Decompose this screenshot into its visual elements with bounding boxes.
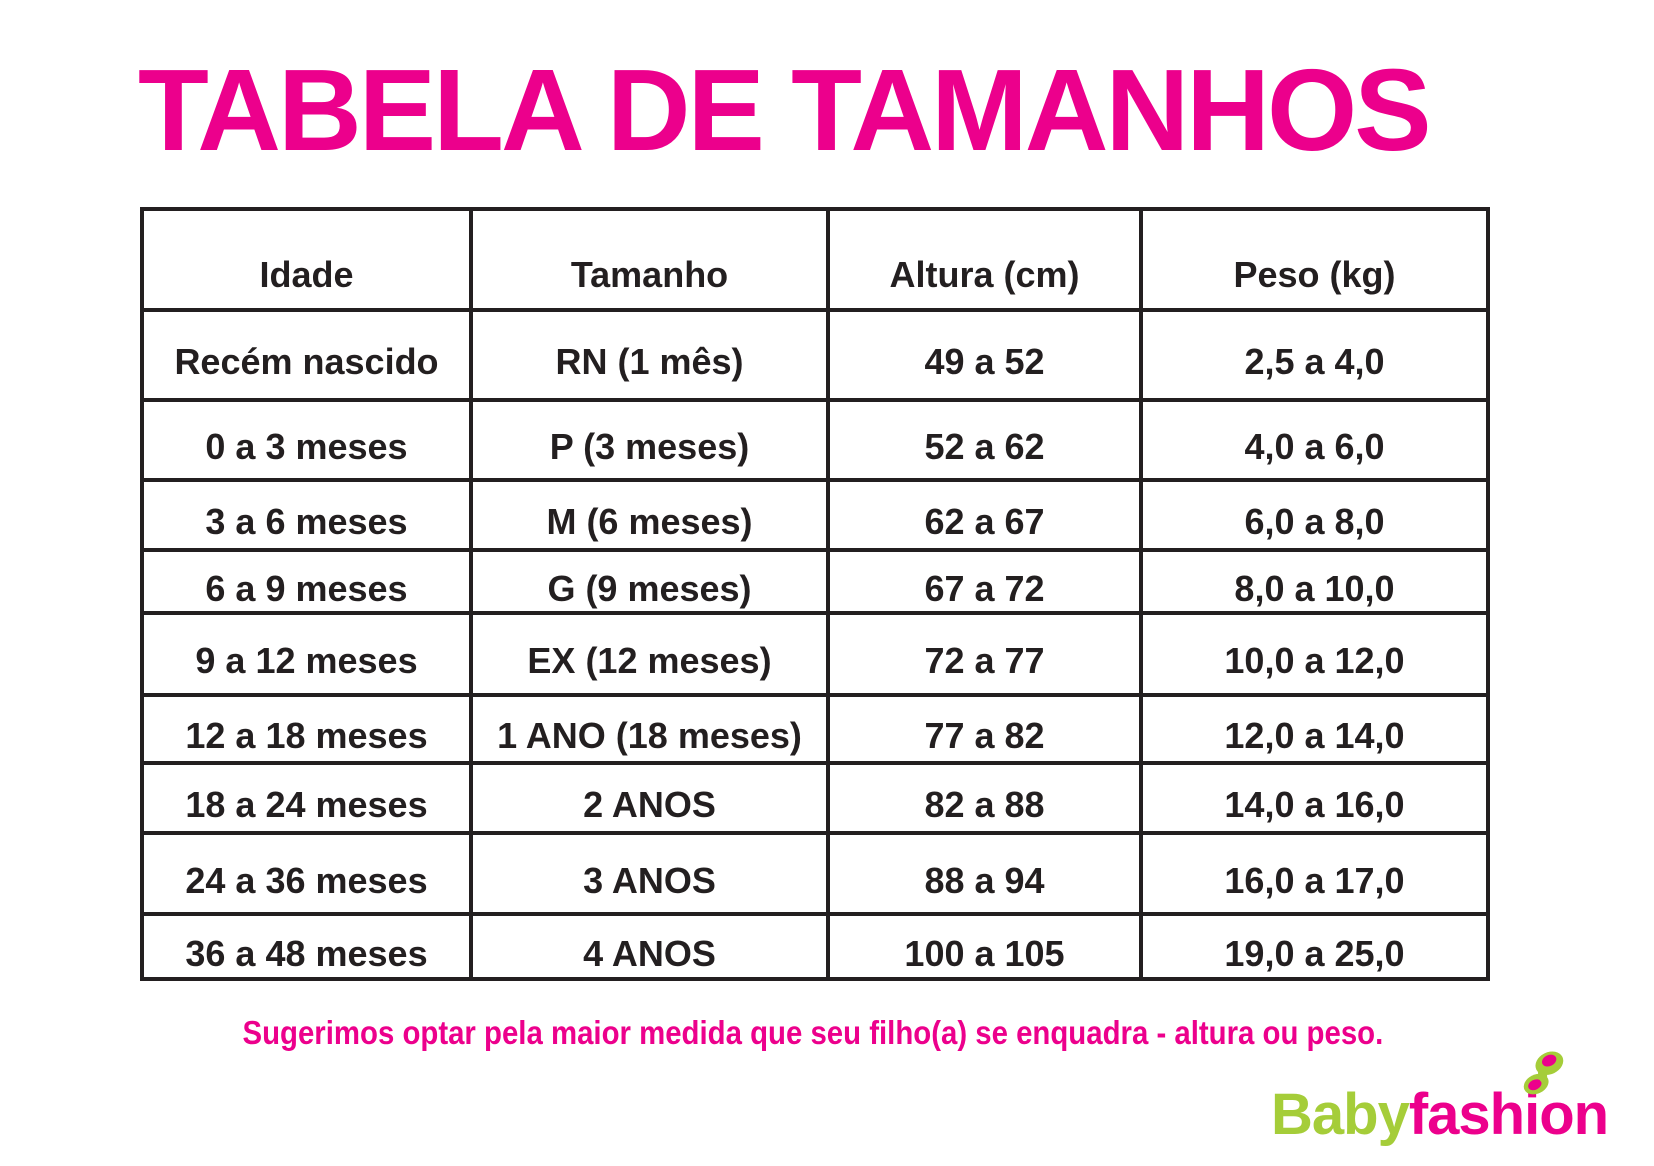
table-cell: 24 a 36 meses: [140, 831, 473, 916]
cell-text: 6 a 9 meses: [205, 567, 408, 609]
column-header-peso: Peso (kg): [1139, 207, 1490, 312]
header-text: Idade: [259, 253, 354, 295]
table-row: 0 a 3 meses P (3 meses) 52 a 62 4,0 a 6,…: [140, 398, 1490, 482]
cell-text: 4,0 a 6,0: [1244, 426, 1385, 467]
size-table: Idade Tamanho Altura (cm) Peso (kg) Recé…: [140, 207, 1490, 981]
cell-text: 8,0 a 10,0: [1234, 567, 1395, 609]
table-cell: 3 a 6 meses: [140, 478, 473, 552]
table-row: 6 a 9 meses G (9 meses) 67 a 72 8,0 a 10…: [140, 548, 1490, 615]
table-cell: 88 a 94: [826, 831, 1143, 916]
cell-text: 19,0 a 25,0: [1224, 932, 1405, 974]
header-row: Idade Tamanho Altura (cm) Peso (kg): [140, 207, 1490, 312]
table-row: 12 a 18 meses 1 ANO (18 meses) 77 a 82 1…: [140, 693, 1490, 765]
table-cell: 6 a 9 meses: [140, 548, 473, 615]
table-cell: 62 a 67: [826, 478, 1143, 552]
cell-text: 62 a 67: [924, 501, 1045, 542]
cell-text: Recém nascido: [174, 341, 439, 382]
table-cell: 2,5 a 4,0: [1139, 308, 1490, 402]
footer-note: Sugerimos optar pela maior medida que se…: [140, 1013, 1486, 1053]
cell-text: 0 a 3 meses: [205, 426, 408, 467]
cell-text: 6,0 a 8,0: [1244, 501, 1385, 542]
page-title: TABELA DE TAMANHOS: [138, 45, 1432, 175]
table-cell: 8,0 a 10,0: [1139, 548, 1490, 615]
column-header-altura: Altura (cm): [826, 207, 1143, 312]
column-header-tamanho: Tamanho: [469, 207, 830, 312]
header-text: Tamanho: [570, 253, 729, 295]
cell-text: 10,0 a 12,0: [1224, 640, 1405, 681]
table-row: 18 a 24 meses 2 ANOS 82 a 88 14,0 a 16,0: [140, 761, 1490, 835]
butterfly-icon: [1523, 1051, 1564, 1095]
table-row: 24 a 36 meses 3 ANOS 88 a 94 16,0 a 17,0: [140, 831, 1490, 916]
table-cell: 36 a 48 meses: [140, 912, 473, 981]
cell-text: 82 a 88: [924, 784, 1045, 825]
table-cell: EX (12 meses): [469, 611, 830, 697]
logo-word-fashion: fashion: [1408, 1082, 1609, 1147]
table-row: 9 a 12 meses EX (12 meses) 72 a 77 10,0 …: [140, 611, 1490, 697]
table-cell: 12 a 18 meses: [140, 693, 473, 765]
table-cell: 4,0 a 6,0: [1139, 398, 1490, 482]
table-row: 3 a 6 meses M (6 meses) 62 a 67 6,0 a 8,…: [140, 478, 1490, 552]
cell-text: 9 a 12 meses: [195, 640, 418, 681]
table-cell: 10,0 a 12,0: [1139, 611, 1490, 697]
table-cell: RN (1 mês): [469, 308, 830, 402]
cell-text: 4 ANOS: [583, 932, 716, 974]
cell-text: 12,0 a 14,0: [1224, 715, 1405, 756]
table-cell: 6,0 a 8,0: [1139, 478, 1490, 552]
cell-text: 2 ANOS: [583, 784, 716, 825]
cell-text: 100 a 105: [904, 932, 1065, 974]
cell-text: 16,0 a 17,0: [1224, 859, 1405, 901]
table-cell: 12,0 a 14,0: [1139, 693, 1490, 765]
babyfashion-logo: Babyfashion: [1271, 1086, 1609, 1144]
header-text: Altura (cm): [889, 253, 1080, 295]
cell-text: 77 a 82: [924, 715, 1045, 756]
cell-text: RN (1 mês): [555, 341, 744, 382]
cell-text: 12 a 18 meses: [185, 715, 428, 756]
table-cell: 49 a 52: [826, 308, 1143, 402]
table-cell: 2 ANOS: [469, 761, 830, 835]
table-cell: 82 a 88: [826, 761, 1143, 835]
table-cell: 18 a 24 meses: [140, 761, 473, 835]
table-cell: 0 a 3 meses: [140, 398, 473, 482]
table-cell: 14,0 a 16,0: [1139, 761, 1490, 835]
table-cell: P (3 meses): [469, 398, 830, 482]
cell-text: EX (12 meses): [527, 640, 772, 681]
cell-text: 3 a 6 meses: [205, 501, 408, 542]
table-cell: 72 a 77: [826, 611, 1143, 697]
cell-text: G (9 meses): [547, 567, 752, 609]
table-cell: 67 a 72: [826, 548, 1143, 615]
cell-text: 52 a 62: [924, 426, 1045, 467]
cell-text: M (6 meses): [546, 501, 753, 542]
cell-text: 24 a 36 meses: [185, 859, 428, 901]
table-cell: 19,0 a 25,0: [1139, 912, 1490, 981]
cell-text: 14,0 a 16,0: [1224, 784, 1405, 825]
table-cell: 1 ANO (18 meses): [469, 693, 830, 765]
cell-text: 36 a 48 meses: [185, 932, 428, 974]
cell-text: P (3 meses): [549, 426, 750, 467]
table-cell: G (9 meses): [469, 548, 830, 615]
cell-text: 1 ANO (18 meses): [497, 715, 802, 756]
table-row: Recém nascido RN (1 mês) 49 a 52 2,5 a 4…: [140, 308, 1490, 402]
table-cell: 3 ANOS: [469, 831, 830, 916]
table-cell: 52 a 62: [826, 398, 1143, 482]
cell-text: 18 a 24 meses: [185, 784, 428, 825]
cell-text: 67 a 72: [924, 567, 1045, 609]
table-cell: 100 a 105: [826, 912, 1143, 981]
table-cell: 16,0 a 17,0: [1139, 831, 1490, 916]
table-cell: M (6 meses): [469, 478, 830, 552]
table-cell: Recém nascido: [140, 308, 473, 402]
cell-text: 88 a 94: [924, 859, 1045, 901]
cell-text: 3 ANOS: [583, 859, 716, 901]
table-cell: 4 ANOS: [469, 912, 830, 981]
footer-note-text: Sugerimos optar pela maior medida que se…: [242, 1014, 1384, 1051]
column-header-idade: Idade: [140, 207, 473, 312]
cell-text: 72 a 77: [924, 640, 1045, 681]
table-row: 36 a 48 meses 4 ANOS 100 a 105 19,0 a 25…: [140, 912, 1490, 981]
logo-word-baby: Baby: [1271, 1082, 1410, 1147]
cell-text: 2,5 a 4,0: [1244, 341, 1385, 382]
cell-text: 49 a 52: [924, 341, 1045, 382]
table-cell: 9 a 12 meses: [140, 611, 473, 697]
table-cell: 77 a 82: [826, 693, 1143, 765]
header-text: Peso (kg): [1233, 253, 1396, 295]
